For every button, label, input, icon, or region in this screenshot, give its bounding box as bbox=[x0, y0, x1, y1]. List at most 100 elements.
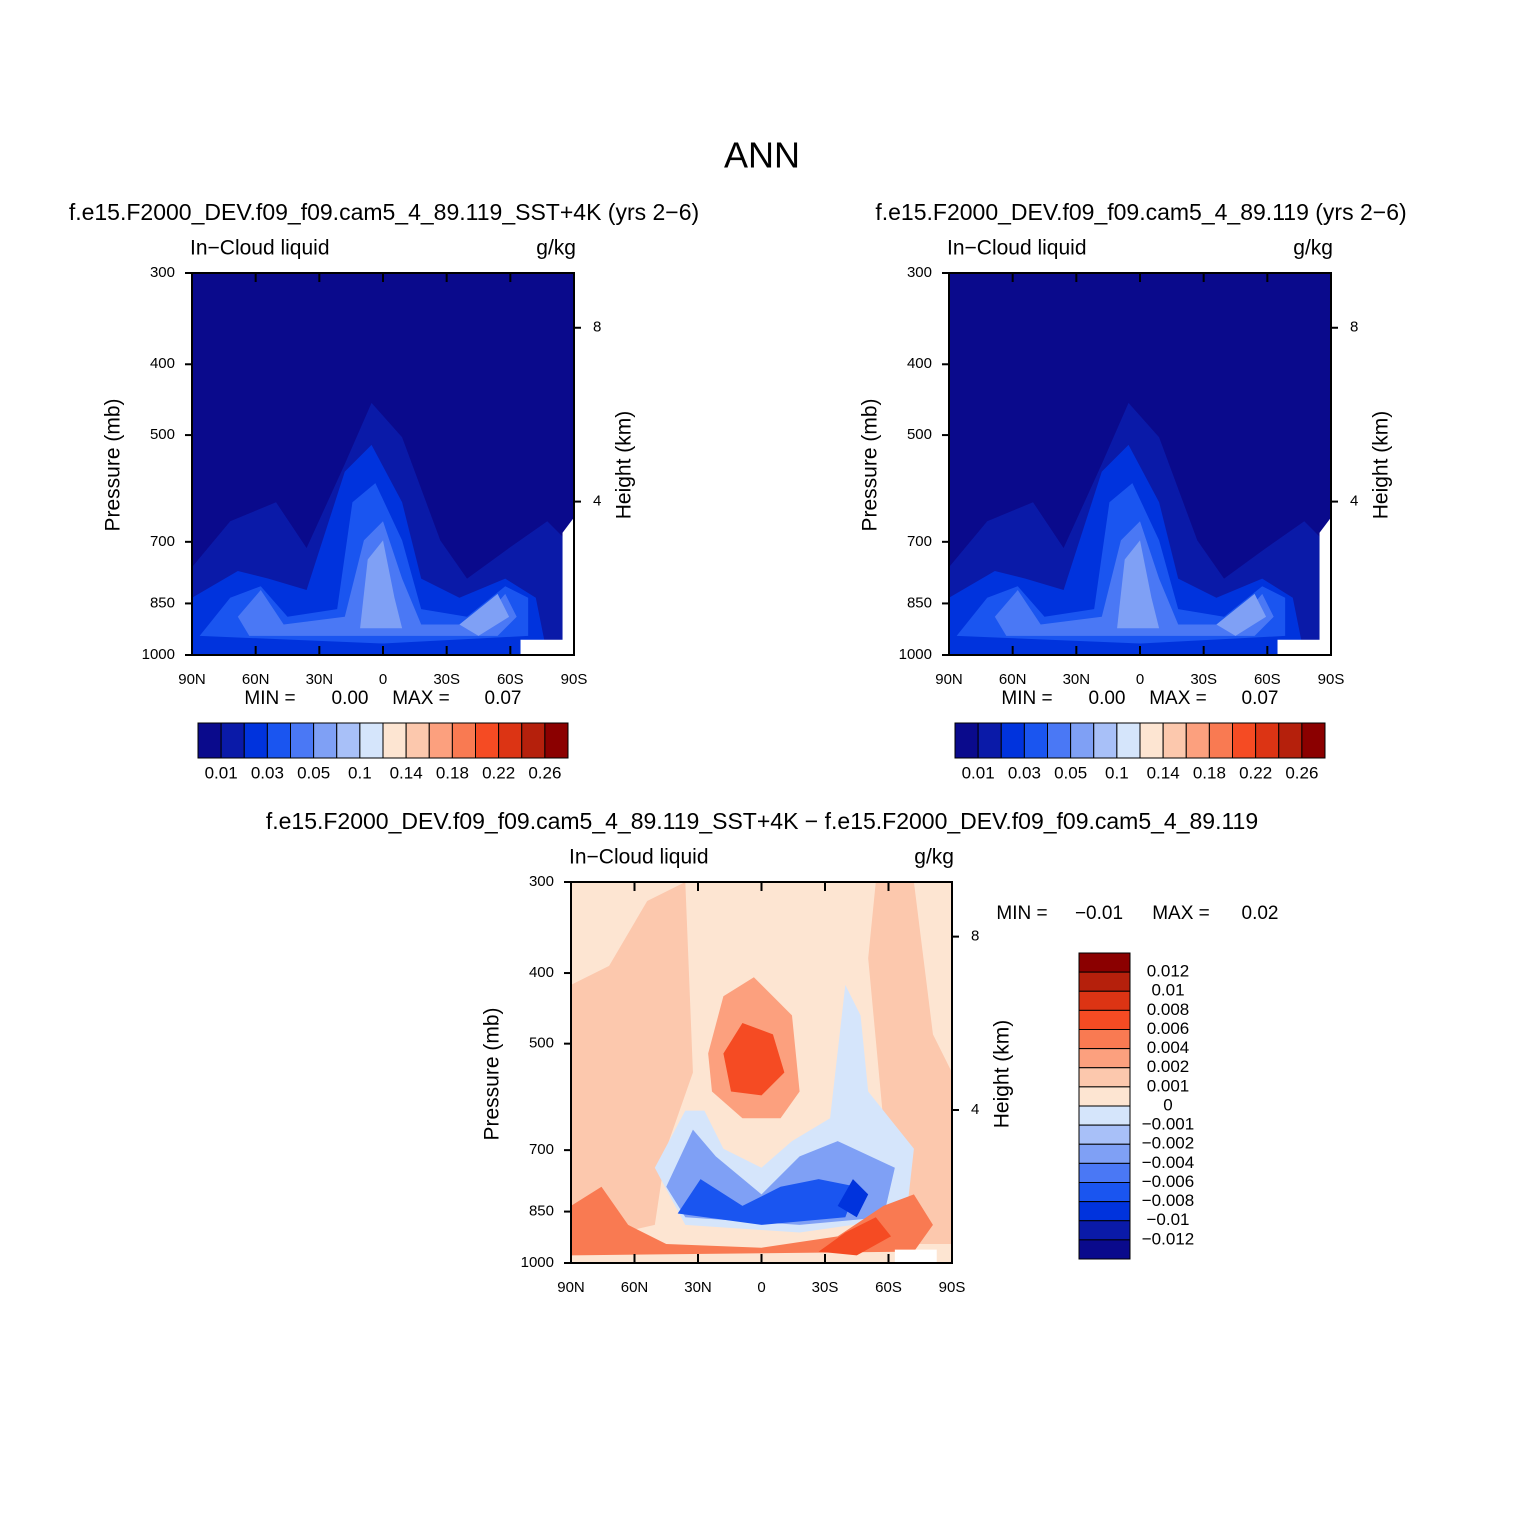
colorbar-box bbox=[451, 722, 476, 759]
colorbar-box bbox=[1078, 1162, 1131, 1183]
colorbar-box bbox=[290, 722, 315, 759]
y-tick-label: 850 bbox=[907, 594, 932, 611]
colorbar-box bbox=[521, 722, 546, 759]
colorbar-label: −0.012 bbox=[1142, 1229, 1194, 1248]
colorbar-box bbox=[1185, 722, 1210, 759]
x-tick-label: 30S bbox=[812, 1279, 839, 1296]
stat-value: 0.07 bbox=[485, 688, 522, 709]
colorbar-box bbox=[1301, 722, 1326, 759]
contour-fill bbox=[1216, 593, 1267, 636]
colorbar-label: 0.001 bbox=[1147, 1076, 1190, 1095]
colorbar-label: 0.05 bbox=[297, 763, 330, 782]
y-tick-label: 500 bbox=[529, 1035, 554, 1052]
y2-tick-label: 4 bbox=[593, 493, 601, 510]
y-tick-label: 700 bbox=[529, 1141, 554, 1158]
colorbar-box bbox=[1208, 722, 1233, 759]
contour-fill bbox=[723, 1022, 785, 1096]
colorbar-box bbox=[428, 722, 453, 759]
y-tick-label: 400 bbox=[529, 964, 554, 981]
colorbar-box bbox=[1078, 971, 1131, 992]
contour-fill bbox=[894, 1249, 937, 1263]
right-label: g/kg bbox=[1293, 237, 1333, 260]
x-tick-label: 30N bbox=[684, 1279, 712, 1296]
colorbar-box bbox=[498, 722, 523, 759]
stat-label: MIN = bbox=[244, 688, 295, 709]
x-tick-label: 0 bbox=[379, 671, 387, 688]
colorbar-label: −0.004 bbox=[1142, 1153, 1194, 1172]
colorbar-box bbox=[1078, 1182, 1131, 1203]
colorbar-box bbox=[1078, 1124, 1131, 1145]
y-tick-label: 400 bbox=[150, 355, 175, 372]
x-tick-label: 90S bbox=[561, 671, 588, 688]
colorbar-label: 0.1 bbox=[1105, 763, 1129, 782]
x-tick-label: 30N bbox=[306, 671, 334, 688]
y2-axis-label: Height (km) bbox=[613, 411, 636, 520]
colorbar-box bbox=[1139, 722, 1164, 759]
colorbar-box bbox=[1078, 1067, 1131, 1088]
y-tick-label: 1000 bbox=[899, 646, 932, 663]
colorbar-label: −0.002 bbox=[1142, 1134, 1194, 1153]
colorbar-label: −0.01 bbox=[1146, 1210, 1189, 1229]
colorbar-box bbox=[1078, 1239, 1131, 1260]
colorbar-box bbox=[977, 722, 1002, 759]
colorbar-box bbox=[1078, 1009, 1131, 1030]
y-axis-label: Pressure (mb) bbox=[481, 1007, 504, 1140]
x-tick-label: 90S bbox=[939, 1279, 966, 1296]
y2-axis-label: Height (km) bbox=[991, 1020, 1014, 1129]
colorbar-label: −0.008 bbox=[1142, 1191, 1194, 1210]
colorbar-box bbox=[1078, 1220, 1131, 1241]
stat-value: 0.07 bbox=[1242, 688, 1279, 709]
colorbar-box bbox=[1078, 1105, 1131, 1126]
left-label: In−Cloud liquid bbox=[569, 846, 709, 869]
x-tick-label: 90N bbox=[178, 671, 206, 688]
contour-fill bbox=[1277, 517, 1331, 655]
colorbar-box bbox=[336, 722, 361, 759]
colorbar-box bbox=[382, 722, 407, 759]
contour-fill bbox=[837, 1179, 869, 1218]
colorbar-label: 0.012 bbox=[1147, 962, 1190, 981]
colorbar-box bbox=[1078, 1143, 1131, 1164]
colorbar-label: 0.22 bbox=[482, 763, 515, 782]
x-tick-label: 30N bbox=[1063, 671, 1091, 688]
contour-fill bbox=[571, 882, 693, 1244]
colorbar-label: 0.008 bbox=[1147, 1000, 1190, 1019]
y-tick-label: 700 bbox=[150, 533, 175, 550]
stat-label: MAX = bbox=[1149, 688, 1207, 709]
colorbar-box bbox=[1078, 1048, 1131, 1069]
x-tick-label: 60N bbox=[621, 1279, 649, 1296]
colorbar-box bbox=[405, 722, 430, 759]
y-tick-label: 850 bbox=[529, 1203, 554, 1220]
stat-label: MIN = bbox=[1001, 688, 1052, 709]
x-tick-label: 0 bbox=[757, 1279, 765, 1296]
y-tick-label: 1000 bbox=[142, 646, 175, 663]
colorbar-label: 0.1 bbox=[348, 763, 372, 782]
x-tick-label: 30S bbox=[1190, 671, 1217, 688]
colorbar-label: 0.006 bbox=[1147, 1019, 1190, 1038]
x-tick-label: 60S bbox=[875, 1279, 902, 1296]
stat-value: 0.00 bbox=[332, 688, 369, 709]
colorbar-label: 0.002 bbox=[1147, 1057, 1190, 1076]
colorbar-label: 0.01 bbox=[205, 763, 238, 782]
panel: f.e15.F2000_DEV.f09_f09.cam5_4_89.119 (y… bbox=[859, 199, 1407, 782]
colorbar-box bbox=[544, 722, 569, 759]
y-tick-label: 300 bbox=[907, 264, 932, 281]
colorbar-box bbox=[1078, 1201, 1131, 1222]
colorbar-box bbox=[475, 722, 500, 759]
colorbar-box bbox=[1162, 722, 1187, 759]
colorbar-box bbox=[197, 722, 222, 759]
y2-tick-label: 8 bbox=[971, 928, 979, 945]
colorbar-label: 0.18 bbox=[1193, 763, 1226, 782]
contour-fill bbox=[360, 540, 403, 629]
colorbar-label: 0.01 bbox=[962, 763, 995, 782]
x-tick-label: 30S bbox=[433, 671, 460, 688]
colorbar-label: 0.26 bbox=[528, 763, 561, 782]
colorbar-label: 0.14 bbox=[1147, 763, 1180, 782]
panel-title: f.e15.F2000_DEV.f09_f09.cam5_4_89.119_SS… bbox=[69, 199, 699, 225]
panel: f.e15.F2000_DEV.f09_f09.cam5_4_89.119_SS… bbox=[266, 808, 1279, 1296]
colorbar-label: 0.18 bbox=[436, 763, 469, 782]
colorbar-box bbox=[313, 722, 338, 759]
y-tick-label: 300 bbox=[150, 264, 175, 281]
colorbar-box bbox=[1093, 722, 1118, 759]
colorbar-label: 0.03 bbox=[251, 763, 284, 782]
